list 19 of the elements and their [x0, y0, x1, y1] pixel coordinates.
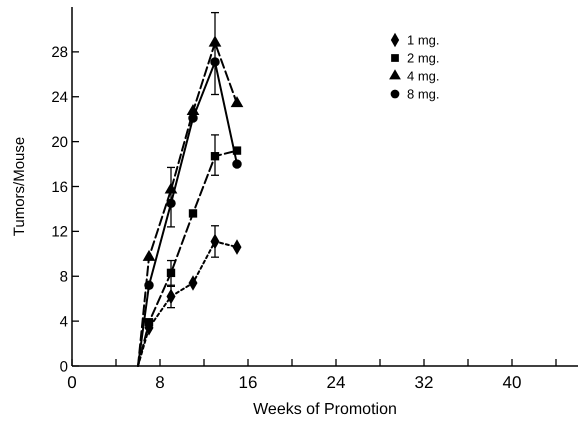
- y-tick-label: 28: [51, 44, 68, 62]
- x-axis-title: Weeks of Promotion: [253, 401, 397, 418]
- x-tick-label: 40: [502, 373, 522, 392]
- y-tick-label: 12: [51, 224, 68, 241]
- y-tick-label: 4: [60, 313, 68, 330]
- y-axis-title: Tumors/Mouse: [11, 136, 28, 236]
- y-tick-label: 0: [60, 358, 68, 376]
- legend-label: 1 mg.: [407, 32, 440, 48]
- y-tick-label: 20: [51, 134, 68, 151]
- x-tick-label: 24: [326, 373, 346, 392]
- x-tick-label: 16: [238, 373, 258, 392]
- x-tick-label: 8: [155, 373, 165, 392]
- x-tick-label: 32: [414, 373, 434, 392]
- y-tick-label: 16: [51, 178, 68, 196]
- legend-label: 8 mg.: [407, 86, 440, 102]
- legend-label: 4 mg.: [407, 68, 440, 84]
- y-tick-label: 8: [60, 268, 68, 286]
- legend-label: 2 mg.: [407, 50, 440, 66]
- y-tick-label: 24: [51, 89, 68, 106]
